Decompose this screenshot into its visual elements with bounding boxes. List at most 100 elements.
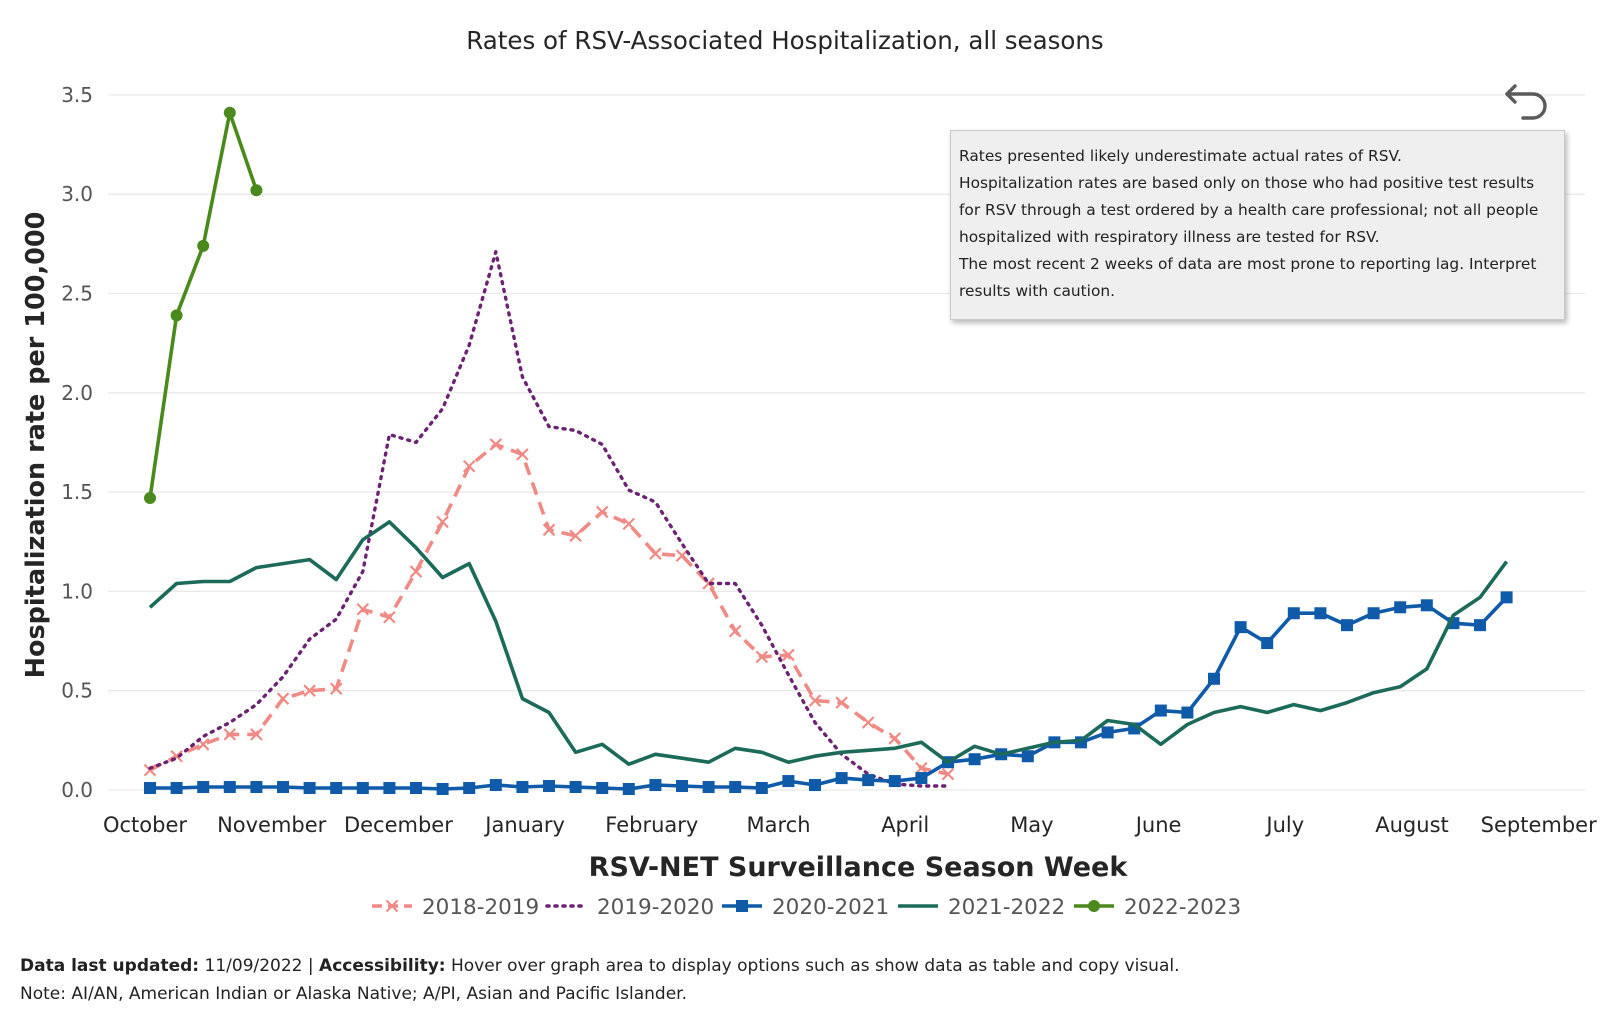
data-point-circle[interactable]	[223, 106, 236, 119]
data-point-square[interactable]	[968, 753, 981, 766]
data-point-square[interactable]	[383, 782, 396, 795]
data-point-square[interactable]	[170, 782, 183, 795]
data-point-square[interactable]	[809, 779, 821, 792]
data-point-x[interactable]	[569, 529, 582, 543]
series-2022-2023[interactable]	[144, 106, 263, 505]
series-2019-2020[interactable]	[148, 250, 950, 788]
data-point-x[interactable]	[728, 624, 742, 638]
data-point-x[interactable]	[462, 460, 476, 473]
data-point-square[interactable]	[649, 779, 662, 792]
data-point-square[interactable]	[622, 783, 635, 796]
data-point-square[interactable]	[144, 782, 156, 795]
data-point-square[interactable]	[1314, 607, 1327, 620]
data-point-square[interactable]	[1287, 607, 1300, 620]
data-point-square[interactable]	[1420, 599, 1433, 612]
series-line[interactable]	[149, 442, 949, 776]
data-point-square[interactable]	[782, 775, 795, 788]
data-point-square[interactable]	[1500, 591, 1513, 604]
series-2021-2022[interactable]	[148, 520, 1509, 767]
data-point-square[interactable]	[543, 780, 555, 793]
data-point-x[interactable]	[276, 692, 290, 705]
data-point-x[interactable]	[915, 761, 928, 775]
data-point-x[interactable]	[941, 767, 955, 781]
data-point-circle[interactable]	[197, 239, 210, 252]
series-lines[interactable]	[143, 106, 1513, 796]
data-point-x[interactable]	[622, 517, 636, 531]
data-point-square[interactable]	[1474, 619, 1486, 632]
data-point-x[interactable]	[409, 565, 423, 578]
data-point-square[interactable]	[862, 774, 875, 787]
data-point-square[interactable]	[1367, 607, 1380, 620]
data-point-x[interactable]	[835, 696, 848, 709]
data-point-square[interactable]	[1101, 726, 1114, 739]
data-point-x[interactable]	[542, 523, 556, 537]
series-line[interactable]	[150, 596, 1508, 791]
data-point-x[interactable]	[861, 716, 875, 729]
data-point-circle[interactable]	[1088, 900, 1100, 912]
data-point-x[interactable]	[595, 505, 609, 519]
legend-item-2018-2019[interactable]: 2018-2019	[372, 895, 539, 920]
legend-item-2022-2023[interactable]: 2022-2023	[1074, 895, 1241, 920]
data-point-square[interactable]	[835, 772, 848, 785]
legend-item-2019-2020[interactable]: 2019-2020	[545, 895, 714, 920]
data-point-x[interactable]	[303, 684, 316, 697]
legend[interactable]: 2018-2019 2019-2020 2020-2021 2021-2022 2022…	[372, 895, 1241, 920]
data-point-square[interactable]	[702, 781, 715, 794]
data-point-square[interactable]	[1181, 706, 1194, 719]
data-point-x[interactable]	[649, 547, 662, 560]
data-point-square[interactable]	[676, 780, 688, 793]
data-point-square[interactable]	[1261, 637, 1274, 650]
data-point-x[interactable]	[143, 763, 157, 777]
data-point-x[interactable]	[782, 648, 795, 662]
data-point-x[interactable]	[383, 610, 396, 624]
data-point-x[interactable]	[250, 728, 263, 741]
data-point-square[interactable]	[197, 781, 210, 794]
data-point-circle[interactable]	[250, 184, 263, 197]
data-point-x[interactable]	[808, 694, 822, 707]
data-point-square[interactable]	[436, 783, 449, 796]
data-point-square[interactable]	[1394, 601, 1407, 614]
data-point-square[interactable]	[356, 782, 369, 795]
data-point-square[interactable]	[463, 782, 476, 795]
data-point-square[interactable]	[1154, 704, 1167, 717]
legend-item-2021-2022[interactable]: 2021-2022	[898, 895, 1065, 920]
data-point-square[interactable]	[888, 775, 901, 788]
data-point-x[interactable]	[385, 899, 399, 913]
data-point-square[interactable]	[1341, 619, 1353, 632]
data-point-square[interactable]	[250, 781, 263, 794]
data-point-x[interactable]	[223, 728, 237, 741]
data-point-square[interactable]	[1208, 672, 1220, 685]
series-2020-2021[interactable]	[144, 591, 1513, 796]
data-point-square[interactable]	[303, 782, 316, 795]
data-point-square[interactable]	[755, 782, 768, 795]
data-point-square[interactable]	[569, 781, 582, 794]
data-point-x[interactable]	[755, 650, 769, 664]
data-point-square[interactable]	[915, 772, 928, 785]
data-point-x[interactable]	[329, 682, 343, 695]
data-point-x[interactable]	[675, 549, 689, 562]
data-point-square[interactable]	[729, 781, 742, 794]
data-point-x[interactable]	[489, 438, 503, 451]
data-point-circle[interactable]	[170, 309, 183, 322]
series-line[interactable]	[148, 520, 1509, 767]
data-point-x[interactable]	[516, 448, 529, 461]
series-line[interactable]	[148, 111, 259, 499]
data-point-x[interactable]	[888, 732, 902, 745]
data-point-square[interactable]	[489, 779, 502, 792]
data-point-square[interactable]	[277, 781, 289, 794]
data-point-square[interactable]	[330, 782, 343, 795]
data-point-square[interactable]	[516, 781, 529, 794]
data-point-square[interactable]	[736, 900, 748, 912]
data-point-square[interactable]	[1234, 621, 1247, 634]
data-point-x[interactable]	[436, 515, 449, 529]
data-point-square[interactable]	[223, 781, 236, 794]
series-2018-2019[interactable]	[143, 438, 955, 781]
series-line[interactable]	[148, 250, 950, 788]
legend-item-2020-2021[interactable]: 2020-2021	[722, 895, 889, 920]
data-point-square[interactable]	[410, 782, 422, 795]
data-point-x[interactable]	[356, 602, 370, 616]
undo-arrow-icon[interactable]	[1503, 72, 1555, 128]
data-point-square[interactable]	[596, 782, 609, 795]
data-point-square[interactable]	[1021, 750, 1034, 763]
data-point-circle[interactable]	[144, 492, 156, 505]
